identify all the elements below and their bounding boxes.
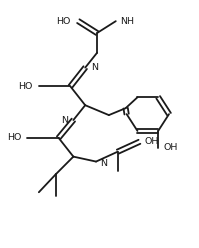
Text: N: N	[61, 116, 68, 124]
Text: N: N	[100, 159, 107, 168]
Text: N: N	[91, 63, 98, 72]
Text: HO: HO	[19, 82, 33, 91]
Text: HO: HO	[56, 17, 70, 26]
Text: NH: NH	[120, 17, 134, 26]
Text: HO: HO	[7, 133, 21, 142]
Text: OH: OH	[144, 137, 159, 146]
Text: OH: OH	[163, 143, 178, 152]
